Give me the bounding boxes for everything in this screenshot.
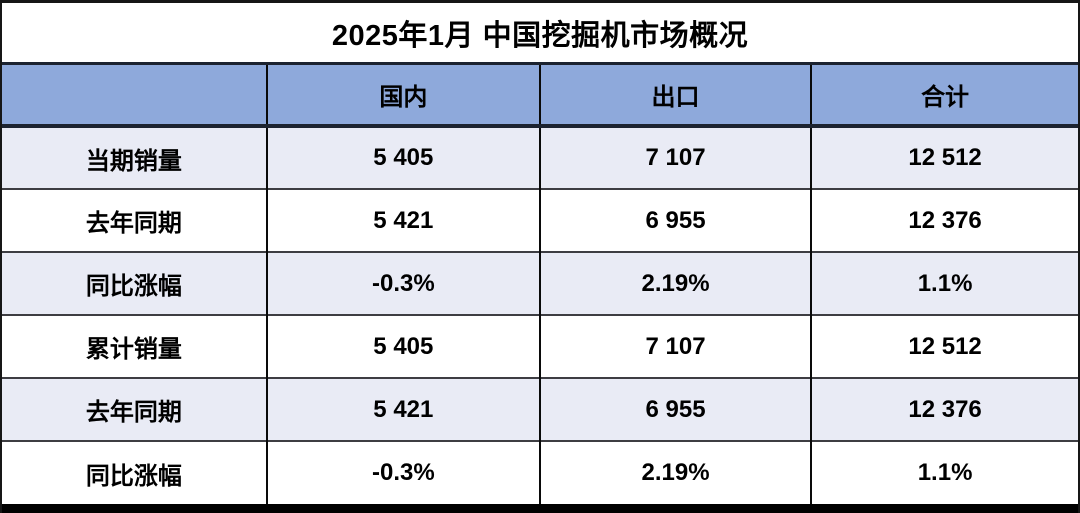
header-cell-rowlabel (2, 65, 267, 128)
row-label: 同比涨幅 (2, 440, 267, 504)
cell-export: 6 955 (538, 377, 812, 441)
table-title: 2025年1月 中国挖掘机市场概况 (2, 3, 1078, 65)
row-label: 同比涨幅 (2, 251, 267, 315)
table-row: 去年同期 5 421 6 955 12 376 (2, 377, 1078, 441)
cell-total: 12 512 (810, 126, 1078, 189)
cell-domestic: 5 421 (265, 188, 540, 252)
table-row: 当期销量 5 405 7 107 12 512 (2, 126, 1078, 189)
cell-export: 2.19% (538, 440, 812, 504)
cell-total: 12 376 (810, 377, 1078, 441)
cell-domestic: 5 405 (265, 126, 540, 189)
table-row: 累计销量 5 405 7 107 12 512 (2, 314, 1078, 378)
row-label: 去年同期 (2, 377, 267, 441)
cell-export: 6 955 (538, 188, 812, 252)
header-cell-total: 合计 (810, 65, 1078, 128)
cell-domestic: -0.3% (265, 251, 540, 315)
table-row: 去年同期 5 421 6 955 12 376 (2, 188, 1078, 252)
header-cell-domestic: 国内 (265, 65, 540, 128)
table-row: 同比涨幅 -0.3% 2.19% 1.1% (2, 251, 1078, 315)
cell-export: 7 107 (538, 314, 812, 378)
cell-domestic: 5 421 (265, 377, 540, 441)
cell-export: 2.19% (538, 251, 812, 315)
cell-export: 7 107 (538, 126, 812, 189)
table-row: 同比涨幅 -0.3% 2.19% 1.1% (2, 440, 1078, 504)
row-label: 去年同期 (2, 188, 267, 252)
header-row: 国内 出口 合计 (2, 65, 1078, 128)
excavator-market-table: 国内 出口 合计 当期销量 5 405 7 107 12 512 去年同期 5 … (2, 65, 1078, 504)
table-header: 国内 出口 合计 (2, 65, 1078, 128)
cell-total: 12 512 (810, 314, 1078, 378)
header-cell-export: 出口 (538, 65, 812, 128)
cell-domestic: 5 405 (265, 314, 540, 378)
cell-total: 12 376 (810, 188, 1078, 252)
cell-domestic: -0.3% (265, 440, 540, 504)
bottom-border-bar (2, 504, 1078, 513)
cell-total: 1.1% (810, 251, 1078, 315)
row-label: 当期销量 (85, 147, 182, 175)
row-label: 累计销量 (2, 314, 267, 378)
cell-total: 1.1% (810, 440, 1078, 504)
table-body: 当期销量 5 405 7 107 12 512 去年同期 5 421 6 955… (2, 126, 1078, 504)
